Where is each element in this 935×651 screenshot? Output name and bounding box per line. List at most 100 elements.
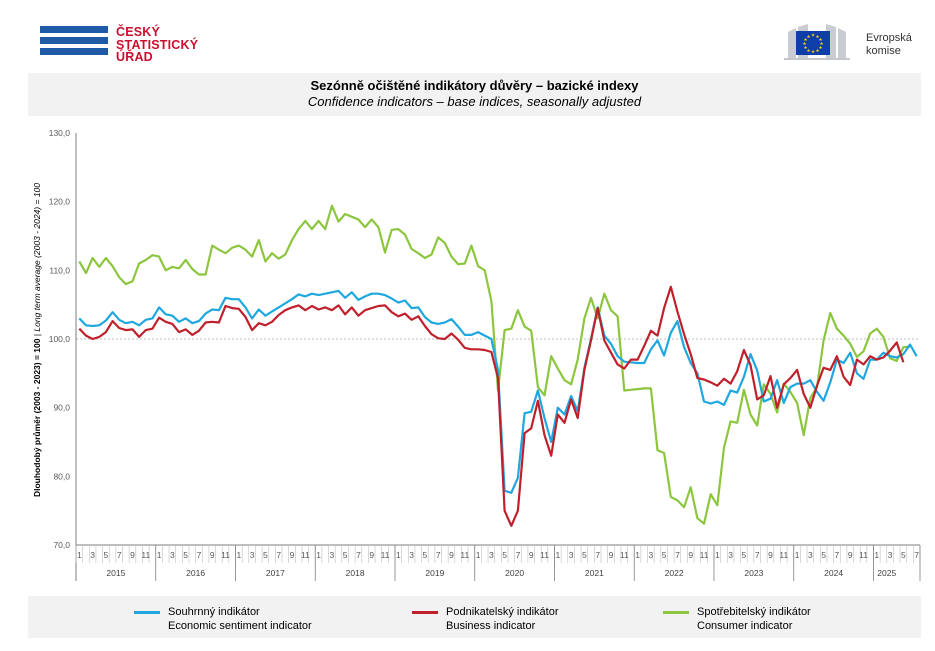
x-tick-label: 11 bbox=[540, 550, 549, 560]
x-tick-label: 5 bbox=[901, 550, 906, 560]
x-tick-label: 5 bbox=[183, 550, 188, 560]
svg-text:★: ★ bbox=[818, 37, 822, 43]
eu-flag-icon: ★ ★ ★ ★ ★ ★ ★ ★ ★ ★ ★ ★ bbox=[796, 31, 830, 55]
x-tick-label: 7 bbox=[197, 550, 202, 560]
y-tick-label: 120,0 bbox=[49, 197, 71, 207]
x-tick-label: 3 bbox=[409, 550, 414, 560]
ec-logo-text: Evropská komise bbox=[866, 32, 912, 57]
series-line-economic bbox=[78, 289, 918, 494]
year-label: 2016 bbox=[186, 568, 205, 578]
series-lines bbox=[78, 204, 918, 527]
x-tick-label: 9 bbox=[290, 550, 295, 560]
legend-swatch-consumer bbox=[663, 611, 689, 614]
chart-title: Sezónně očištěné indikátory důvěry – baz… bbox=[310, 78, 639, 93]
x-tick-label: 1 bbox=[396, 550, 401, 560]
x-tick-label: 9 bbox=[609, 550, 614, 560]
x-tick-label: 9 bbox=[688, 550, 693, 560]
x-tick-label: 9 bbox=[529, 550, 534, 560]
y-tick-label: 110,0 bbox=[49, 265, 70, 275]
y-axis-label: Dlouhodobý průměr (2003 - 2023) = 100 | … bbox=[32, 183, 42, 497]
x-tick-label: 3 bbox=[170, 550, 175, 560]
csu-logo: ČESKÝ STATISTICKÝ ÚŘAD bbox=[40, 26, 210, 66]
chart-title-box: Sezónně očištěné indikátory důvěry – baz… bbox=[28, 73, 921, 116]
svg-text:★: ★ bbox=[803, 45, 807, 51]
x-tick-label: 7 bbox=[356, 550, 361, 560]
x-tick-label: 3 bbox=[329, 550, 334, 560]
svg-text:★: ★ bbox=[806, 34, 810, 40]
x-tick-label: 11 bbox=[859, 550, 868, 560]
x-axis: 1 3 5 7 9 11 1 3 5 7 9 11 1 3 5 7 9 11 1 3 5 7 9 11 1 3 5 7 9 11 1 3 5 7 9… bbox=[75, 133, 921, 581]
confidence-chart: 70,0 80,0 90,0 100,0 110,0 120,0 130,0 Dlouhod… bbox=[32, 128, 921, 581]
x-tick-label: 1 bbox=[77, 550, 82, 560]
svg-text:★: ★ bbox=[819, 41, 823, 47]
year-label: 2020 bbox=[505, 568, 524, 578]
year-label: 2018 bbox=[346, 568, 365, 578]
x-tick-label: 3 bbox=[489, 550, 494, 560]
series-line-business bbox=[78, 285, 905, 527]
svg-text:★: ★ bbox=[802, 41, 806, 47]
svg-text:★: ★ bbox=[815, 34, 819, 40]
y-axis-labels: 70,0 80,0 90,0 100,0 110,0 120,0 130,0 bbox=[49, 128, 71, 550]
x-tick-label: 7 bbox=[914, 550, 919, 560]
x-tick-label: 11 bbox=[381, 550, 390, 560]
x-tick-label: 7 bbox=[835, 550, 840, 560]
x-tick-label: 9 bbox=[449, 550, 454, 560]
x-tick-label: 1 bbox=[157, 550, 162, 560]
x-tick-label: 1 bbox=[476, 550, 481, 560]
x-tick-label: 9 bbox=[369, 550, 374, 560]
x-tick-label: 7 bbox=[595, 550, 600, 560]
year-label: 2017 bbox=[266, 568, 285, 578]
x-tick-label: 1 bbox=[635, 550, 640, 560]
y-tick-label: 130,0 bbox=[49, 128, 71, 138]
svg-text:★: ★ bbox=[811, 49, 815, 55]
year-label: 2025 bbox=[877, 568, 896, 578]
svg-text:★: ★ bbox=[818, 45, 822, 51]
x-tick-label: 5 bbox=[263, 550, 268, 560]
x-tick-label: 3 bbox=[888, 550, 893, 560]
x-tick-label: 1 bbox=[715, 550, 720, 560]
year-label: 2015 bbox=[106, 568, 125, 578]
y-tick-label: 70,0 bbox=[53, 540, 70, 550]
legend-swatch-economic bbox=[134, 611, 160, 614]
x-tick-label: 5 bbox=[662, 550, 667, 560]
x-tick-label: 3 bbox=[648, 550, 653, 560]
x-tick-label: 5 bbox=[742, 550, 747, 560]
x-tick-label: 3 bbox=[728, 550, 733, 560]
x-tick-label: 5 bbox=[343, 550, 348, 560]
x-tick-label: 3 bbox=[808, 550, 813, 560]
y-axis-label-alt: Long term average (2003 - 2024) = 100 bbox=[32, 183, 42, 332]
x-tick-label: 11 bbox=[700, 550, 709, 560]
svg-text:★: ★ bbox=[806, 48, 810, 54]
y-tick-label: 80,0 bbox=[53, 471, 70, 481]
x-tick-label: 1 bbox=[316, 550, 321, 560]
x-tick-label: 11 bbox=[460, 550, 469, 560]
x-tick-label: 9 bbox=[210, 550, 215, 560]
x-tick-label: 11 bbox=[221, 550, 230, 560]
y-tick-label: 90,0 bbox=[53, 403, 70, 413]
legend: Souhrnný indikátor Economic sentiment ind… bbox=[28, 596, 921, 638]
x-tick-label: 11 bbox=[141, 550, 150, 560]
year-label: 2022 bbox=[665, 568, 684, 578]
x-tick-label: 1 bbox=[795, 550, 800, 560]
chart-subtitle: Confidence indicators – base indices, se… bbox=[307, 94, 642, 109]
x-tick-label: 3 bbox=[250, 550, 255, 560]
x-tick-label: 7 bbox=[436, 550, 441, 560]
x-tick-label: 1 bbox=[555, 550, 560, 560]
csu-logo-bars bbox=[40, 26, 108, 59]
x-tick-label: 3 bbox=[569, 550, 574, 560]
x-tick-label: 5 bbox=[104, 550, 109, 560]
x-tick-label: 5 bbox=[821, 550, 826, 560]
x-tick-label: 7 bbox=[675, 550, 680, 560]
x-tick-label: 9 bbox=[130, 550, 135, 560]
x-tick-label: 5 bbox=[423, 550, 428, 560]
svg-text:★: ★ bbox=[803, 37, 807, 43]
x-tick-label: 5 bbox=[582, 550, 587, 560]
x-tick-label: 7 bbox=[276, 550, 281, 560]
csu-logo-text: ČESKÝ STATISTICKÝ ÚŘAD bbox=[116, 25, 199, 64]
y-axis-label-main: Dlouhodobý průměr (2003 - 2023) = 100 bbox=[32, 338, 42, 497]
year-label: 2019 bbox=[425, 568, 444, 578]
european-commission-logo: ★ ★ ★ ★ ★ ★ ★ ★ ★ ★ ★ ★ Evropská komise bbox=[778, 22, 918, 62]
year-label: 2023 bbox=[744, 568, 763, 578]
svg-text:★: ★ bbox=[815, 48, 819, 54]
x-tick-label: 7 bbox=[755, 550, 760, 560]
